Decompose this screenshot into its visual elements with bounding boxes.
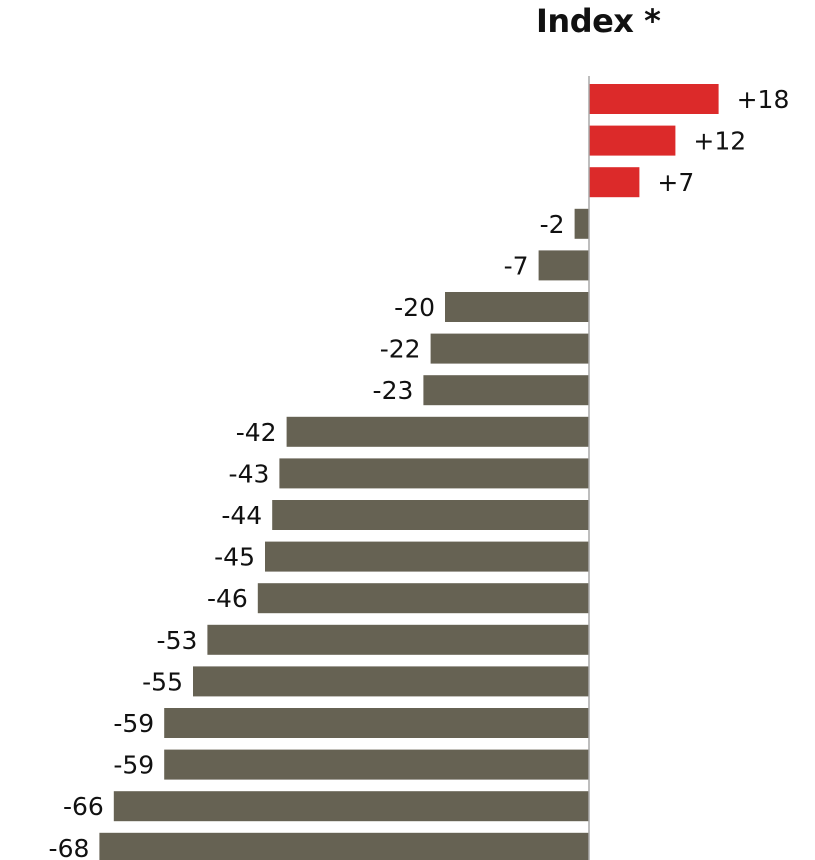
bar-10 — [279, 458, 589, 489]
value-label-12: -45 — [214, 543, 255, 572]
bar-16 — [164, 708, 589, 738]
value-label-2: +12 — [693, 127, 746, 156]
value-label-15: -55 — [142, 667, 183, 696]
bar-5 — [538, 250, 589, 281]
bar-15 — [193, 666, 589, 697]
value-label-9: -42 — [236, 418, 277, 447]
value-label-13: -46 — [207, 584, 248, 613]
value-label-6: -20 — [394, 293, 435, 322]
value-label-7: -22 — [380, 335, 421, 364]
value-label-1: +18 — [737, 85, 790, 114]
bar-6 — [445, 292, 589, 322]
bar-8 — [423, 375, 589, 406]
value-label-3: +7 — [657, 168, 694, 197]
value-label-17: -59 — [113, 751, 154, 780]
value-label-18: -66 — [63, 792, 104, 821]
bar-18 — [113, 791, 590, 822]
bar-14 — [207, 624, 589, 655]
value-label-8: -23 — [373, 376, 414, 405]
bar-17 — [164, 749, 589, 780]
bar-11 — [272, 500, 589, 530]
bar-4 — [574, 208, 589, 239]
value-label-10: -43 — [229, 459, 270, 488]
value-label-4: -2 — [540, 210, 565, 239]
bar-7 — [430, 333, 589, 364]
value-label-11: -44 — [221, 501, 262, 530]
bar-3 — [589, 167, 640, 198]
bar-13 — [257, 583, 589, 614]
bar-1 — [589, 84, 719, 114]
chart-title: Index * — [536, 2, 661, 40]
bar-2 — [589, 125, 676, 156]
bars-group — [99, 84, 719, 860]
value-label-16: -59 — [113, 709, 154, 738]
bar-9 — [286, 416, 589, 447]
bar-19 — [99, 832, 590, 860]
value-label-14: -53 — [157, 626, 198, 655]
value-label-5: -7 — [504, 251, 529, 280]
value-labels-group: +18 +12 +7 -2 -7 -20 -22 -23 -42 -43 -44 -45 -46 -53 -… — [49, 85, 790, 860]
value-label-19: -68 — [49, 834, 90, 860]
bar-12 — [265, 541, 589, 572]
